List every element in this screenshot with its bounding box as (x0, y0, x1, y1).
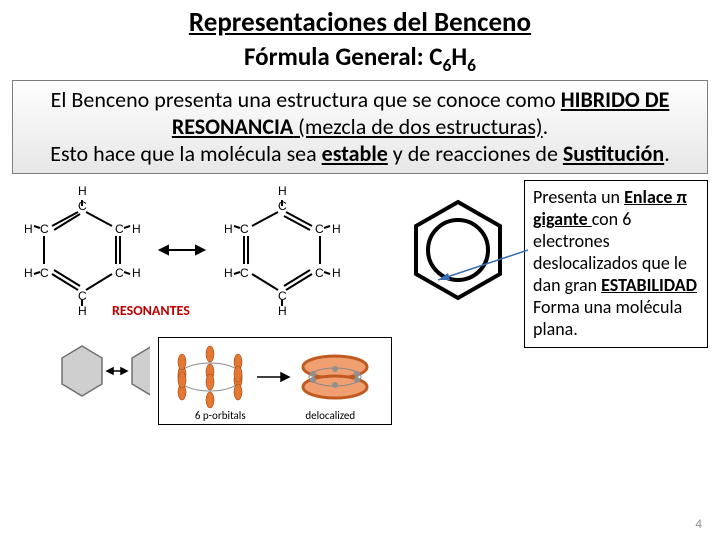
page-number: 4 (695, 517, 702, 532)
desc-dot: . (543, 113, 549, 140)
desc-line1a: El Benceno presenta una estructura que s… (51, 86, 561, 113)
slide-subtitle: Fórmula General: C6H6 (0, 41, 720, 76)
formula-mid: H (451, 41, 467, 72)
right-info-box: Presenta un Enlace π gigante con 6 elect… (524, 180, 708, 348)
rb-estab: ESTABILIDAD (601, 274, 697, 296)
svg-text:H: H (278, 184, 287, 198)
svg-text:H: H (78, 304, 87, 318)
formula-sub2: 6 (467, 54, 476, 76)
svg-text:H: H (224, 222, 233, 236)
orbital-row: 6 p-orbitals delocalized (12, 336, 392, 426)
desc-estable: estable (322, 140, 388, 167)
resonantes-label: RESONANTES (112, 302, 190, 319)
svg-text:H: H (132, 266, 141, 280)
orbitals-right-caption: delocalized (305, 409, 355, 422)
svg-text:C: C (240, 266, 249, 280)
svg-text:H: H (332, 222, 341, 236)
rb-t3: Forma una molécula plana. (533, 296, 682, 340)
svg-text:C: C (315, 222, 324, 236)
desc-sust: Sustitución (563, 140, 664, 167)
svg-text:H: H (24, 266, 33, 280)
svg-text:C: C (40, 266, 49, 280)
svg-text:H: H (132, 222, 141, 236)
svg-text:C: C (115, 222, 124, 236)
svg-text:H: H (278, 304, 287, 318)
svg-text:H: H (332, 266, 341, 280)
svg-text:H: H (24, 222, 33, 236)
slide-title: Representaciones del Benceno (0, 0, 720, 39)
svg-text:C: C (40, 222, 49, 236)
gray-resonance-icon (52, 336, 150, 426)
desc-line1b: (mezcla de dos estructuras) (293, 113, 542, 140)
resonance-structures: C H C H C H C H C H C H (12, 180, 392, 330)
formula-prefix: Fórmula General: C (244, 41, 443, 72)
orbitals-left-caption: 6 p-orbitals (195, 409, 246, 422)
kekule-diagram: C H C H C H C H C H C H (12, 180, 392, 330)
pointer-arrow (428, 240, 538, 300)
svg-text:H: H (224, 266, 233, 280)
description-box: El Benceno presenta una estructura que s… (12, 80, 708, 174)
orbital-box: 6 p-orbitals delocalized (158, 337, 392, 425)
rb-t1: Presenta un (533, 186, 624, 208)
desc-line2b: y de reacciones de (388, 140, 563, 167)
left-column: C H C H C H C H C H C H (12, 180, 392, 426)
svg-text:C: C (115, 266, 124, 280)
svg-text:C: C (240, 222, 249, 236)
svg-text:C: C (315, 266, 324, 280)
content-row: C H C H C H C H C H C H (0, 180, 720, 426)
desc-dot2: . (664, 140, 670, 167)
benzene-circle-column (398, 180, 518, 325)
desc-line2a: Esto hace que la molécula sea (50, 140, 321, 167)
svg-text:H: H (78, 184, 87, 198)
